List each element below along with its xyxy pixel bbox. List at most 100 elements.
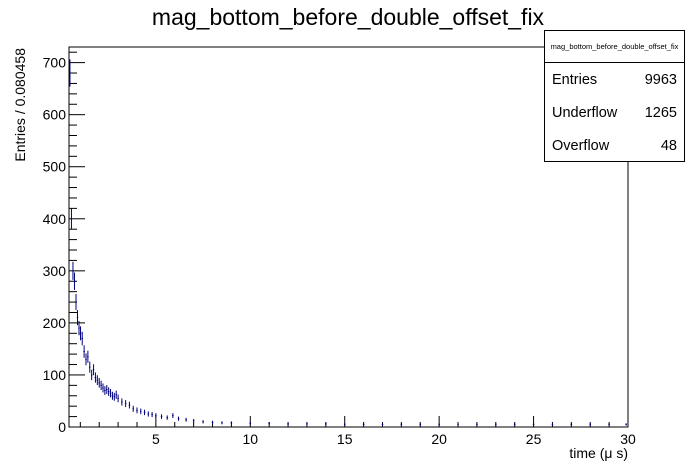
data-point — [211, 420, 214, 424]
data-point — [419, 423, 422, 426]
data-point — [90, 369, 93, 381]
y-tick-label: 0 — [58, 419, 66, 435]
data-point — [249, 421, 252, 425]
data-point — [115, 390, 117, 399]
data-point — [78, 320, 80, 336]
y-axis: 0 100 200 300 400 500 600 700 — [43, 51, 85, 435]
data-point — [113, 392, 116, 401]
data-point — [166, 415, 168, 420]
y-tick-label: 600 — [43, 107, 67, 123]
stats-row-underflow: Underflow 1265 — [545, 96, 684, 129]
stats-label-overflow: Overflow — [552, 137, 610, 154]
data-point — [151, 411, 153, 418]
stats-value-underflow: 1265 — [644, 104, 677, 121]
x-axis: 5 10 15 20 25 30 — [79, 416, 636, 447]
data-point — [85, 353, 87, 366]
data-point — [325, 422, 327, 426]
data-point — [268, 421, 270, 425]
data-point — [230, 421, 233, 425]
data-point — [117, 394, 119, 403]
data-point — [76, 310, 79, 326]
x-tick-label: 15 — [337, 431, 353, 447]
stats-value-overflow: 48 — [660, 137, 677, 154]
data-point — [70, 208, 73, 230]
data-point — [457, 423, 459, 426]
data-point — [128, 401, 131, 409]
data-point — [362, 423, 365, 426]
data-point — [143, 409, 146, 416]
data-point — [221, 421, 223, 425]
stats-value-entries: 9963 — [644, 71, 677, 88]
data-point — [136, 407, 138, 414]
data-point — [83, 345, 85, 358]
data-point — [185, 417, 187, 422]
data-point — [202, 420, 204, 424]
data-point — [438, 423, 440, 426]
stats-label-underflow: Underflow — [552, 104, 618, 121]
data-point — [551, 423, 554, 426]
data-point — [75, 294, 77, 311]
data-point — [147, 411, 150, 417]
data-series — [69, 59, 627, 426]
data-point — [495, 423, 497, 426]
data-point — [306, 422, 308, 426]
x-tick-label: 20 — [431, 431, 447, 447]
data-point — [124, 400, 127, 408]
data-point — [140, 408, 142, 415]
y-tick-label: 200 — [43, 315, 67, 331]
data-point — [109, 388, 112, 398]
y-tick-label: 500 — [43, 159, 67, 175]
stats-label-entries: Entries — [552, 71, 598, 88]
y-tick-label: 400 — [43, 211, 67, 227]
data-point — [589, 423, 591, 426]
y-tick-label: 300 — [43, 263, 67, 279]
data-point — [104, 386, 106, 395]
data-point — [177, 416, 180, 421]
data-point — [81, 331, 83, 346]
x-axis-label: time (μ s) — [569, 445, 628, 461]
data-point — [343, 423, 346, 426]
data-point — [79, 326, 82, 341]
data-point — [102, 383, 104, 393]
chart-title: mag_bottom_before_double_offset_fix — [152, 4, 545, 30]
data-point — [476, 423, 478, 426]
x-tick-label: 25 — [526, 431, 542, 447]
data-point — [121, 398, 123, 406]
x-tick-label: 30 — [620, 431, 636, 447]
data-point — [87, 350, 89, 363]
data-point — [625, 423, 627, 426]
data-point — [107, 387, 110, 396]
data-point — [73, 272, 76, 290]
data-point — [608, 423, 610, 426]
y-axis-label: Entries / 0.080458 — [12, 48, 28, 162]
data-point — [92, 364, 95, 376]
x-tick-label: 5 — [152, 431, 160, 447]
stats-row-entries: Entries 9963 — [545, 63, 684, 96]
data-point — [106, 385, 108, 394]
data-point — [160, 414, 163, 419]
data-point — [111, 391, 114, 400]
data-point — [72, 261, 74, 280]
data-point — [381, 423, 384, 426]
data-point — [69, 59, 71, 87]
data-point — [532, 423, 535, 426]
data-point — [155, 413, 157, 418]
y-tick-label: 700 — [43, 55, 67, 71]
data-point — [132, 405, 134, 412]
data-point — [89, 361, 91, 373]
y-tick-label: 100 — [43, 367, 67, 383]
plot-border — [68, 46, 629, 428]
stats-title: mag_bottom_before_double_offset_fix — [545, 31, 684, 63]
plot-frame — [68, 46, 629, 428]
data-point — [96, 375, 99, 386]
data-point — [287, 422, 289, 426]
data-point — [94, 372, 97, 383]
stats-box: mag_bottom_before_double_offset_fix Entr… — [544, 30, 685, 162]
data-point — [570, 423, 573, 426]
x-tick-label: 10 — [243, 431, 259, 447]
data-point — [192, 418, 195, 423]
data-point — [172, 413, 174, 418]
data-point — [100, 380, 102, 391]
data-point — [98, 377, 100, 388]
